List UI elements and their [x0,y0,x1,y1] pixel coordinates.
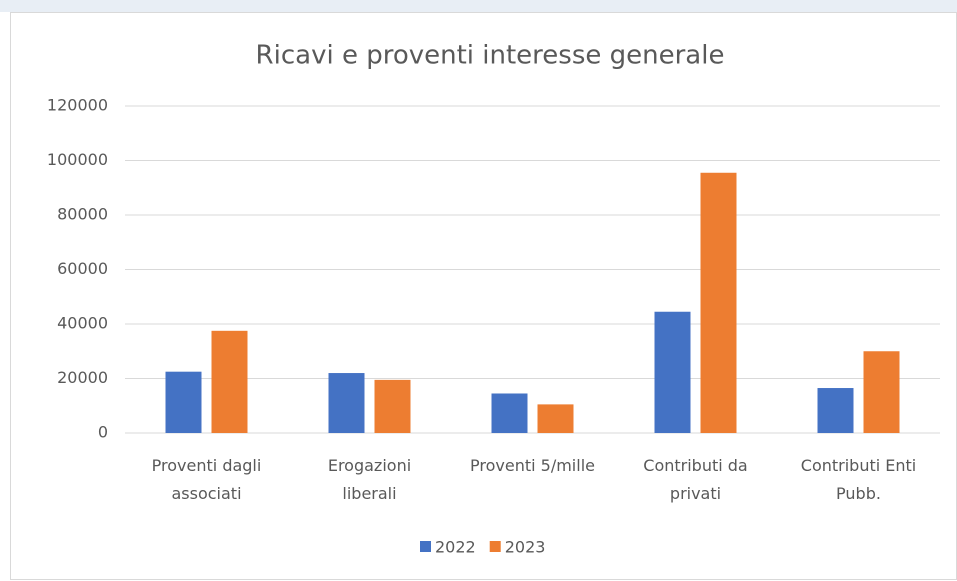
y-tick-label: 60000 [57,259,108,278]
bar [211,330,248,433]
legend-swatch [420,541,431,552]
chart-title: Ricavi e proventi interesse generale [256,41,725,71]
y-tick-label: 100000 [47,150,108,169]
x-tick-label: Contributi da privati [643,456,747,503]
bar [537,404,574,433]
legend-label: 2022 [435,538,476,557]
chart-frame [10,12,957,580]
top-bar [0,0,957,12]
x-tick-label: Proventi 5/mille [470,456,595,475]
legend-swatch [489,541,501,552]
y-tick-label: 80000 [57,205,108,224]
bar [654,311,691,433]
y-tick-label: 20000 [57,368,108,387]
bar [863,351,900,433]
bar [165,371,202,433]
bar [328,373,365,433]
bar [491,393,528,433]
x-tick-label: Contributi Enti Pubb. [801,456,916,503]
y-tick-label: 120000 [47,96,108,115]
bar [817,388,854,433]
legend-label: 2023 [505,538,546,557]
bar [700,172,737,433]
bar [374,379,411,433]
x-tick-label: Proventi dagli associati [152,456,262,503]
x-tick-label: Erogazioni liberali [328,456,411,503]
y-tick-label: 0 [98,423,108,442]
y-tick-label: 40000 [57,314,108,333]
